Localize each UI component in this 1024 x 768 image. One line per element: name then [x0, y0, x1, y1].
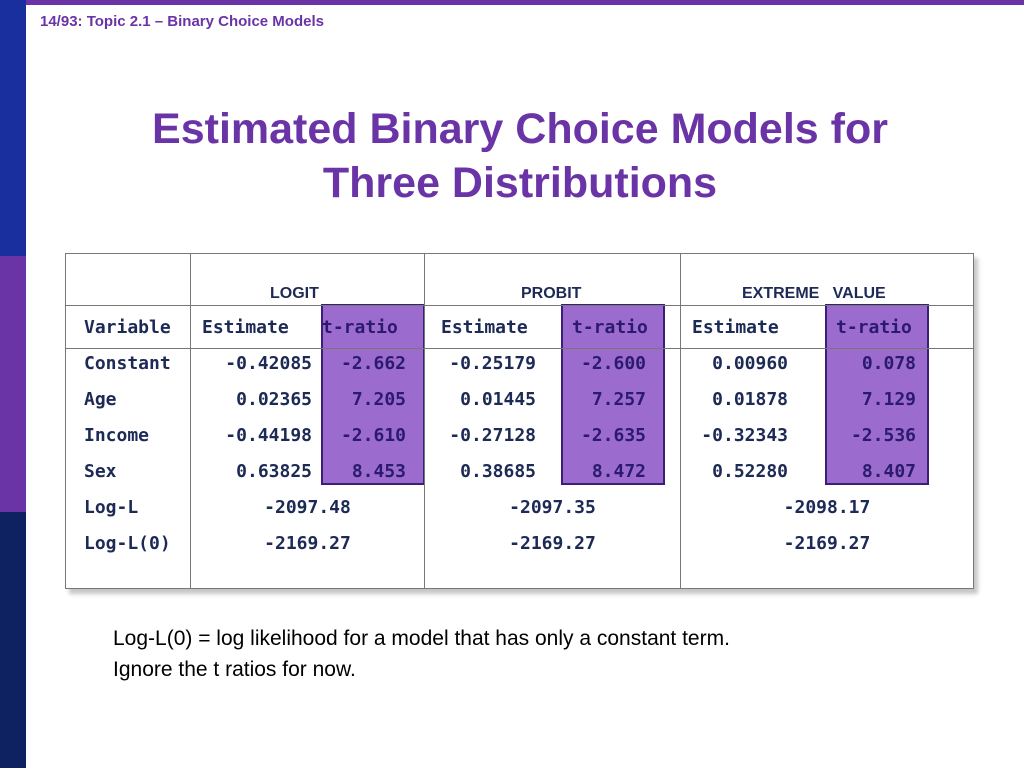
ev-estimate: 0.52280 — [712, 461, 788, 482]
probit-estimate: -0.25179 — [449, 353, 536, 374]
column-header-estimate: Estimate — [692, 317, 779, 338]
probit-estimate: 0.38685 — [460, 461, 536, 482]
probit-estimate: -0.27128 — [449, 425, 536, 446]
footnote: Log-L(0) = log likelihood for a model th… — [113, 623, 730, 685]
row-divider — [66, 348, 973, 349]
logit-t-ratio: 8.453 — [351, 461, 406, 482]
left-accent-bar — [0, 0, 26, 768]
group-header-logit: LOGIT — [270, 285, 319, 302]
logit-t-ratio: -2.610 — [340, 425, 406, 446]
logit-estimate: -0.44198 — [225, 425, 312, 446]
footnote-line-2: Ignore the t ratios for now. — [113, 658, 356, 681]
probit-t-ratio: -2.635 — [580, 425, 646, 446]
left-bar-navy-segment — [0, 512, 26, 768]
ev-t-ratio-highlight — [825, 304, 929, 485]
ev-t-ratio: 8.407 — [861, 461, 916, 482]
column-divider — [680, 254, 681, 588]
probit-log-l: -2097.35 — [509, 497, 596, 518]
column-header-variable: Variable — [84, 317, 171, 338]
column-header-t-ratio: t-ratio — [572, 317, 648, 338]
ev-estimate: 0.01878 — [712, 389, 788, 410]
probit-t-ratio: 7.257 — [591, 389, 646, 410]
slide-header: 14/93: Topic 2.1 – Binary Choice Models — [40, 13, 324, 30]
column-divider — [190, 254, 191, 588]
results-table: LOGIT PROBIT EXTREME VALUE Variable Esti… — [65, 253, 974, 589]
probit-t-ratio: 8.472 — [591, 461, 646, 482]
footnote-line-1: Log-L(0) = log likelihood for a model th… — [113, 627, 730, 650]
top-accent-line — [26, 0, 1024, 5]
column-header-estimate: Estimate — [202, 317, 289, 338]
ev-t-ratio: 0.078 — [861, 353, 916, 374]
probit-t-ratio: -2.600 — [580, 353, 646, 374]
logit-t-ratio-highlight — [321, 304, 425, 485]
column-divider — [424, 254, 425, 588]
title-line-2: Three Distributions — [322, 159, 718, 207]
probit-log-l0: -2169.27 — [509, 533, 596, 554]
logit-t-ratio: 7.205 — [351, 389, 406, 410]
group-header-probit: PROBIT — [521, 285, 582, 302]
left-bar-purple-segment — [0, 256, 26, 512]
variable-name: Income — [84, 425, 150, 446]
column-header-t-ratio: t-ratio — [836, 317, 912, 338]
logit-t-ratio: -2.662 — [340, 353, 406, 374]
variable-name: Age — [84, 389, 117, 410]
slide-title: Estimated Binary Choice Models for Three… — [60, 102, 980, 210]
column-header-estimate: Estimate — [441, 317, 528, 338]
ev-estimate: -0.32343 — [701, 425, 788, 446]
left-bar-blue-segment — [0, 0, 26, 256]
group-header-extreme-value: EXTREME VALUE — [742, 285, 886, 302]
variable-name: Constant — [84, 353, 171, 374]
ev-log-l0: -2169.27 — [783, 533, 871, 554]
logit-log-l0: -2169.27 — [264, 533, 351, 554]
logit-estimate: -0.42085 — [225, 353, 312, 374]
variable-name: Sex — [84, 461, 117, 482]
variable-name: Log-L(0) — [84, 533, 171, 554]
ev-t-ratio: -2.536 — [850, 425, 916, 446]
logit-estimate: 0.63825 — [236, 461, 312, 482]
logit-log-l: -2097.48 — [264, 497, 351, 518]
title-line-1: Estimated Binary Choice Models for — [152, 105, 888, 153]
probit-t-ratio-highlight — [561, 304, 665, 485]
variable-name: Log-L — [84, 497, 139, 518]
ev-estimate: 0.00960 — [712, 353, 788, 374]
ev-log-l: -2098.17 — [783, 497, 871, 518]
row-divider — [66, 305, 973, 306]
ev-t-ratio: 7.129 — [861, 389, 916, 410]
probit-estimate: 0.01445 — [460, 389, 536, 410]
logit-estimate: 0.02365 — [236, 389, 312, 410]
column-header-t-ratio: t-ratio — [322, 317, 398, 338]
